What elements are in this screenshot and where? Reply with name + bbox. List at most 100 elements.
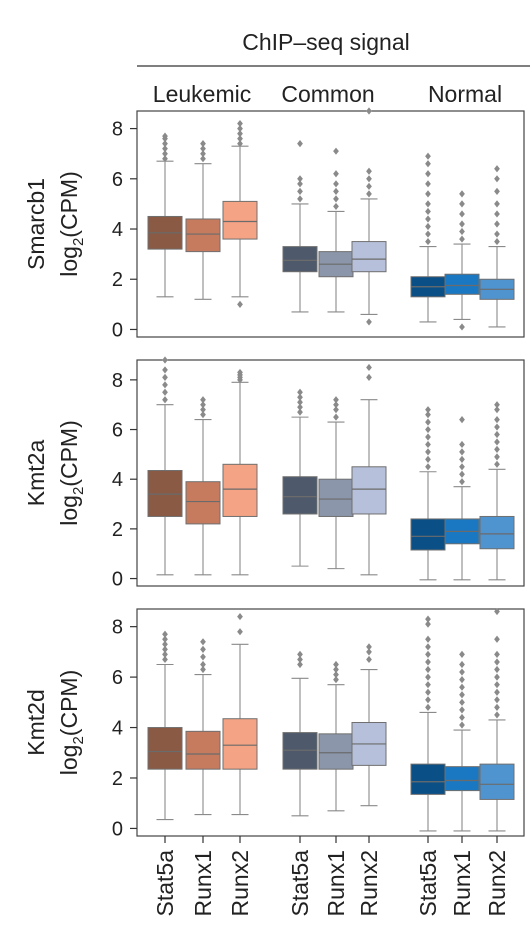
outlier-point bbox=[425, 237, 431, 246]
y-tick-label: 8 bbox=[112, 370, 123, 392]
outlier-point bbox=[459, 713, 465, 722]
outlier-point bbox=[237, 124, 243, 133]
outlier-point bbox=[237, 368, 243, 377]
y-tick-label: 0 bbox=[112, 319, 123, 341]
outlier-point bbox=[425, 222, 431, 231]
outlier-point bbox=[494, 665, 500, 674]
outlier-point bbox=[200, 150, 206, 158]
outlier-point bbox=[425, 152, 431, 160]
outlier-point bbox=[494, 237, 500, 246]
outlier-point bbox=[237, 130, 243, 138]
box-normal-runx2 bbox=[479, 401, 515, 581]
outlier-point bbox=[333, 202, 339, 211]
outlier-point bbox=[297, 195, 303, 203]
box-common-runx2 bbox=[351, 107, 387, 326]
outlier-point bbox=[425, 635, 431, 643]
outlier-point bbox=[297, 187, 303, 195]
iqr-box bbox=[185, 218, 221, 253]
box-common-runx2 bbox=[351, 643, 387, 807]
outlier-point bbox=[425, 620, 431, 628]
y-tick-label: 4 bbox=[112, 469, 123, 491]
box-normal-runx2 bbox=[479, 607, 515, 832]
outlier-point bbox=[494, 681, 500, 689]
box-normal-runx1 bbox=[444, 416, 480, 581]
outlier-point bbox=[459, 227, 465, 236]
outlier-point bbox=[200, 411, 206, 419]
x-tick-label: Stat5a bbox=[287, 850, 313, 917]
box-common-stat5a bbox=[282, 388, 318, 567]
outlier-point bbox=[459, 210, 465, 218]
iqr-box bbox=[282, 476, 318, 515]
iqr-box bbox=[318, 733, 354, 770]
outlier-point bbox=[459, 683, 465, 691]
outlier-point bbox=[425, 425, 431, 434]
iqr-box bbox=[410, 518, 446, 551]
iqr-box bbox=[222, 463, 258, 517]
y-tick-label: 6 bbox=[112, 420, 123, 442]
iqr-box bbox=[479, 515, 515, 550]
outlier-point bbox=[366, 182, 372, 190]
x-tick-label: Runx1 bbox=[449, 850, 475, 916]
outlier-point bbox=[494, 711, 500, 719]
outlier-point bbox=[494, 658, 500, 666]
y-axis-label: Kmt2a bbox=[23, 440, 49, 507]
outlier-point bbox=[425, 230, 431, 238]
iqr-box bbox=[351, 241, 387, 273]
outlier-point bbox=[425, 440, 431, 449]
y-tick-label: 8 bbox=[112, 617, 123, 639]
outlier-point bbox=[494, 406, 500, 414]
x-tick-label: Runx2 bbox=[227, 850, 253, 916]
outlier-point bbox=[162, 630, 168, 638]
y-tick-label: 4 bbox=[112, 718, 123, 740]
outlier-point bbox=[162, 155, 168, 163]
outlier-point bbox=[333, 195, 339, 203]
box-leukemic-stat5a bbox=[147, 356, 183, 576]
outlier-point bbox=[333, 187, 339, 195]
y-tick-label: 8 bbox=[112, 119, 123, 141]
outlier-point bbox=[425, 411, 431, 419]
outlier-point bbox=[494, 416, 500, 424]
outlier-point bbox=[459, 470, 465, 478]
outlier-point bbox=[459, 706, 465, 714]
y-axis-unit-label: log2(CPM) bbox=[56, 670, 87, 775]
box-normal-runx2 bbox=[479, 165, 515, 328]
outlier-point bbox=[200, 665, 206, 674]
outlier-point bbox=[297, 650, 303, 658]
outlier-point bbox=[162, 373, 168, 381]
outlier-point bbox=[459, 660, 465, 669]
outlier-point bbox=[494, 703, 500, 711]
outlier-point bbox=[459, 416, 465, 424]
outlier-point bbox=[425, 170, 431, 178]
iqr-box bbox=[185, 730, 221, 770]
outlier-point bbox=[366, 643, 372, 651]
outlier-point bbox=[425, 160, 431, 168]
outlier-point bbox=[425, 615, 431, 623]
iqr-box bbox=[318, 478, 354, 517]
outlier-point bbox=[237, 140, 243, 148]
outlier-point bbox=[200, 145, 206, 153]
outlier-point bbox=[366, 190, 372, 198]
x-tick-label: Runx1 bbox=[190, 850, 216, 916]
outlier-point bbox=[425, 215, 431, 223]
outlier-point bbox=[297, 388, 303, 396]
x-tick-labels: Stat5a Runx1 Runx2 Stat5a Runx1 Runx2 Stat5a Ru… bbox=[152, 836, 510, 917]
outlier-point bbox=[200, 406, 206, 414]
outlier-point bbox=[425, 418, 431, 426]
outlier-point bbox=[494, 200, 500, 208]
outlier-point bbox=[425, 703, 431, 711]
outlier-point bbox=[494, 635, 500, 643]
y-axis-unit-sub: 2 bbox=[70, 487, 87, 495]
outlier-point bbox=[297, 180, 303, 188]
y-tick-label: 0 bbox=[112, 818, 123, 840]
outlier-point bbox=[366, 648, 372, 656]
iqr-box bbox=[444, 766, 480, 792]
outlier-point bbox=[333, 406, 339, 414]
outlier-point bbox=[297, 140, 303, 148]
y-axis-unit-label: log2(CPM) bbox=[56, 171, 87, 276]
outlier-point bbox=[366, 175, 372, 183]
outlier-point bbox=[494, 230, 500, 238]
